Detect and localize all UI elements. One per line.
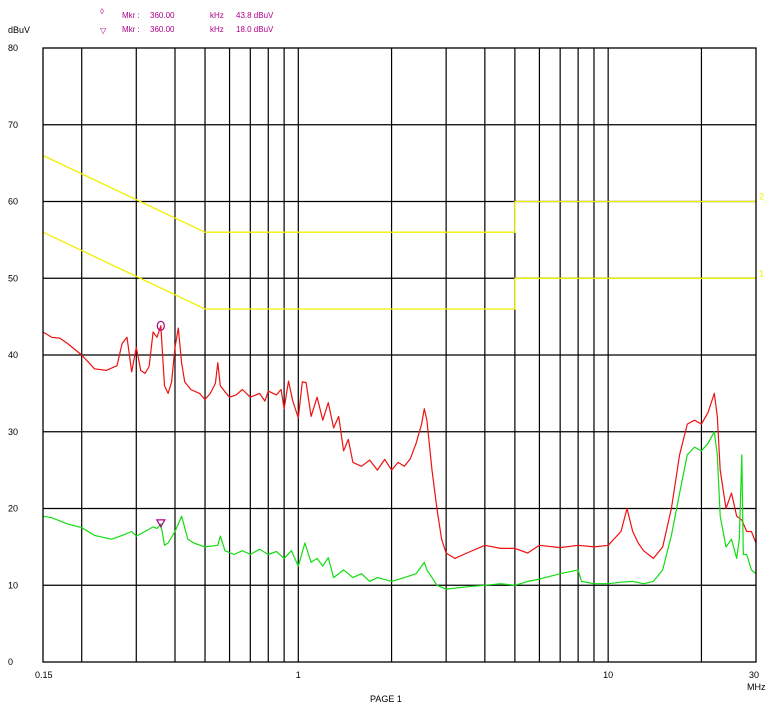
- grid: [43, 48, 756, 662]
- page-footer: PAGE 1: [370, 694, 402, 704]
- y-tick-label: 40: [8, 350, 18, 360]
- limit-line-label: 1: [759, 268, 764, 278]
- marker-diamond-icon: [156, 320, 165, 331]
- marker-2-value: 18.0 dBuV: [236, 25, 274, 34]
- limit-lines: 21: [42, 154, 764, 310]
- x-tick-label: 10: [603, 670, 613, 680]
- marker-points: [155, 320, 166, 529]
- y-tick-label: 70: [8, 120, 18, 130]
- y-tick-label: 20: [8, 504, 18, 514]
- marker-1-label: Mkr :: [122, 11, 140, 20]
- series-lines: [42, 325, 757, 590]
- x-tick-label: 0.15: [35, 670, 53, 680]
- plot-frame: [42, 47, 757, 663]
- y-unit-label: dBuV: [8, 25, 30, 35]
- marker-1-freq: 360.00: [150, 11, 175, 20]
- limit-line: [42, 154, 756, 233]
- y-tick-labels: 0 10 20 30 40 50 60 70 80: [8, 43, 18, 667]
- y-tick-label: 50: [8, 273, 18, 283]
- marker-2-label: Mkr :: [122, 25, 140, 34]
- marker-2-freq: 360.00: [150, 25, 175, 34]
- x-tick-labels: 0.15 1 10 30: [35, 670, 759, 680]
- marker-readout-1: ◊ Mkr : 360.00 kHz 43.8 dBuV: [100, 7, 274, 20]
- marker-1-value: 43.8 dBuV: [236, 11, 274, 20]
- marker-2-icon: ▽: [100, 26, 107, 35]
- series-line: [42, 431, 757, 590]
- marker-1-unit: kHz: [210, 11, 224, 20]
- x-tick-label: 1: [296, 670, 301, 680]
- y-tick-label: 80: [8, 43, 18, 53]
- limit-line-label: 2: [759, 192, 764, 202]
- y-tick-label: 0: [8, 657, 13, 667]
- y-tick-label: 10: [8, 580, 18, 590]
- y-tick-label: 60: [8, 197, 18, 207]
- marker-1-icon: ◊: [100, 7, 104, 16]
- limit-line: [42, 231, 756, 310]
- y-tick-label: 30: [8, 427, 18, 437]
- x-unit-label: MHz: [747, 682, 766, 692]
- marker-2-unit: kHz: [210, 25, 224, 34]
- series-line: [42, 325, 757, 560]
- marker-triangle-icon: [155, 519, 166, 529]
- x-tick-label: 30: [749, 670, 759, 680]
- marker-readout-2: ▽ Mkr : 360.00 kHz 18.0 dBuV: [100, 25, 274, 35]
